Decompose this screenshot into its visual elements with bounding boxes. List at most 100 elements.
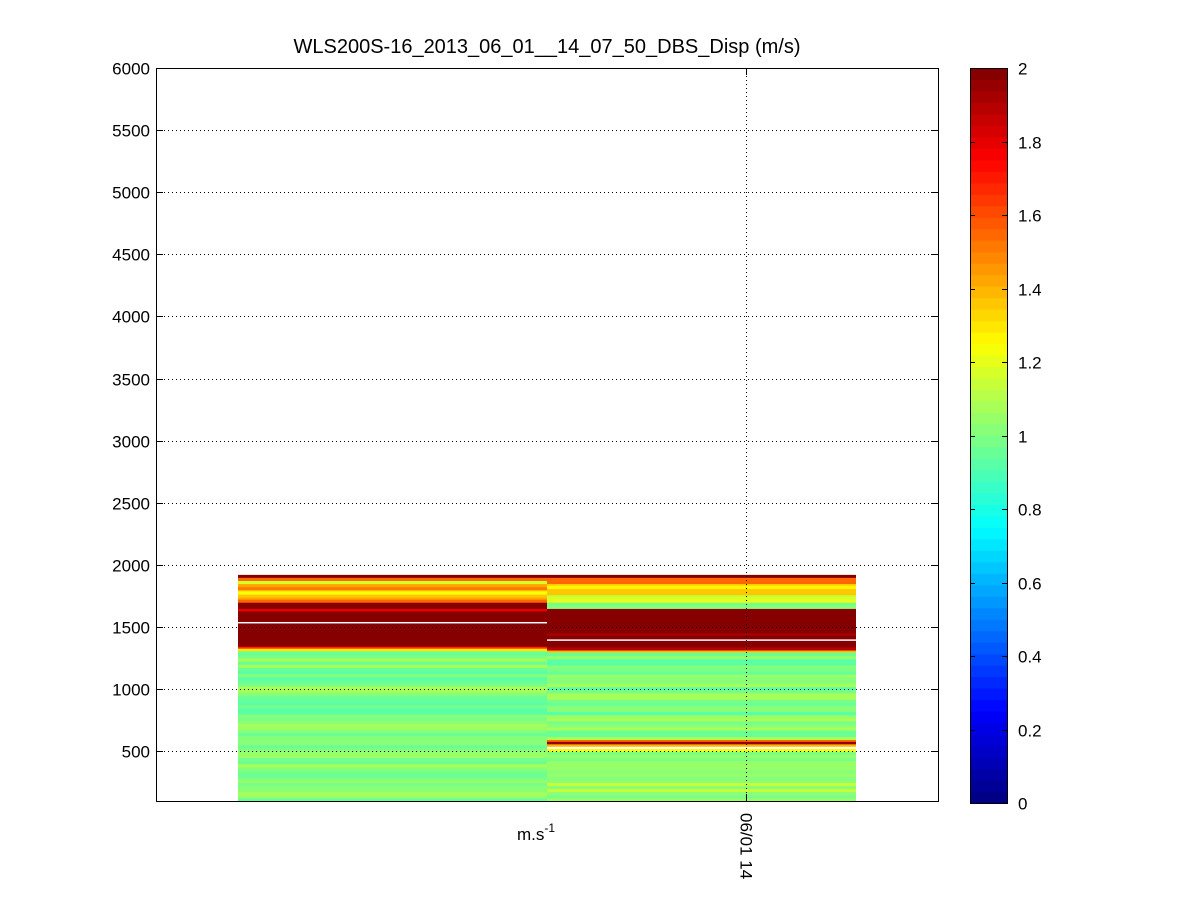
heatmap-cell [547, 699, 856, 703]
heatmap-cell [238, 637, 547, 641]
chart-title: WLS200S-16_2013_06_01__14_07_50_DBS_Disp… [293, 36, 800, 58]
heatmap-cell [547, 626, 856, 631]
heatmap-cell [238, 794, 547, 799]
heatmap-cell [547, 614, 856, 618]
colorbar-swatch [970, 584, 1007, 597]
colorbar-tick-label: 0.8 [1018, 501, 1042, 520]
colorbar-swatch [970, 446, 1007, 459]
heatmap-cell [238, 686, 547, 690]
heatmap-cell [238, 720, 547, 724]
colorbar-swatch [970, 550, 1007, 563]
heatmap-cell [547, 646, 856, 651]
heatmap-cell [238, 586, 547, 591]
heatmap-cell [547, 733, 856, 737]
heatmap-cell [547, 602, 856, 606]
heatmap-cell [547, 658, 856, 663]
colorbar-swatch [970, 757, 1007, 770]
heatmap-cell [238, 618, 547, 622]
heatmap-cell [238, 701, 547, 706]
colorbar-swatch [970, 274, 1007, 287]
colorbar-swatch [970, 711, 1007, 724]
y-tick-label: 3000 [112, 433, 150, 452]
colorbar-swatch [970, 251, 1007, 264]
heatmap-cell [238, 574, 547, 578]
heatmap-cell [238, 602, 547, 606]
heatmap-cell [547, 773, 856, 777]
heatmap-cell [547, 651, 856, 654]
colorbar-swatch [970, 389, 1007, 402]
heatmap-cell [238, 751, 547, 755]
heatmap-cell [547, 620, 856, 624]
heatmap-cell [238, 766, 547, 771]
colorbar-swatch [970, 90, 1007, 103]
colorbar-swatch [970, 332, 1007, 345]
heatmap-cell [547, 791, 856, 796]
heatmap-cell [547, 640, 856, 645]
heatmap-cell [238, 782, 547, 786]
heatmap-cell [238, 785, 547, 790]
heatmap-cell [238, 695, 547, 700]
heatmap-cell [547, 664, 856, 669]
heatmap-cell [238, 646, 547, 649]
heatmap-cell [547, 683, 856, 688]
colorbar-tick-label: 0.4 [1018, 648, 1042, 667]
heatmap-cell [238, 776, 547, 780]
heatmap-cell [547, 696, 856, 700]
colorbar-swatch [970, 504, 1007, 517]
heatmap-cell [547, 723, 856, 728]
heatmap-cell [238, 682, 547, 687]
x-tick-label: 06/01 14 [737, 813, 756, 879]
colorbar-swatch [970, 366, 1007, 379]
heatmap-cell [547, 763, 856, 768]
heatmap-cell [547, 754, 856, 759]
heatmap-cell [238, 679, 547, 684]
heatmap-cell [238, 698, 547, 703]
heatmap-cell [547, 779, 856, 783]
heatmap-cell [547, 797, 856, 802]
heatmap-cell [238, 797, 547, 802]
heatmap-cell [547, 635, 856, 637]
y-tick-label: 1500 [112, 619, 150, 638]
heatmap-cell [547, 705, 856, 709]
colorbar-swatch [970, 780, 1007, 793]
colorbar-swatch [970, 159, 1007, 172]
heatmap-cell [238, 594, 547, 598]
heatmap-cell [547, 591, 856, 596]
colorbar-swatch [970, 538, 1007, 551]
y-tick-label: 3500 [112, 371, 150, 390]
heatmap-cell [547, 594, 856, 597]
heatmap-cell [238, 640, 547, 644]
y-tick-label: 6000 [112, 60, 150, 79]
heatmap-cell [547, 757, 856, 762]
heatmap-cell [547, 782, 856, 786]
heatmap-cell [547, 588, 856, 593]
colorbar-swatch [970, 596, 1007, 609]
heatmap-cell [547, 629, 856, 634]
heatmap-cell [547, 608, 856, 612]
heatmap-cell [547, 596, 856, 600]
heatmap-cell [547, 655, 856, 660]
heatmap-cell [238, 615, 547, 619]
heatmap-cell [547, 583, 856, 586]
colorbar-swatch [970, 676, 1007, 689]
heatmap-cell [238, 692, 547, 696]
heatmap-cell [238, 608, 547, 612]
y-tick-label: 2000 [112, 557, 150, 576]
colorbar-swatch [970, 653, 1007, 666]
heatmap-cell [238, 650, 547, 653]
colorbar-swatch [970, 102, 1007, 115]
heatmap-cell [238, 788, 547, 793]
colorbar-swatch [970, 79, 1007, 92]
colorbar-swatch [970, 768, 1007, 781]
colorbar-swatch [970, 68, 1007, 80]
colorbar-tick-label: 1.8 [1018, 134, 1042, 153]
heatmap-cell [238, 769, 547, 774]
heatmap-cell [547, 580, 856, 585]
y-tick-label: 4500 [112, 246, 150, 265]
y-tick-label: 500 [122, 743, 150, 762]
heatmap-cell [547, 674, 856, 678]
heatmap-cell [238, 741, 547, 746]
colorbar-swatch [970, 642, 1007, 655]
x-axis: 06/01 14 [737, 68, 756, 879]
